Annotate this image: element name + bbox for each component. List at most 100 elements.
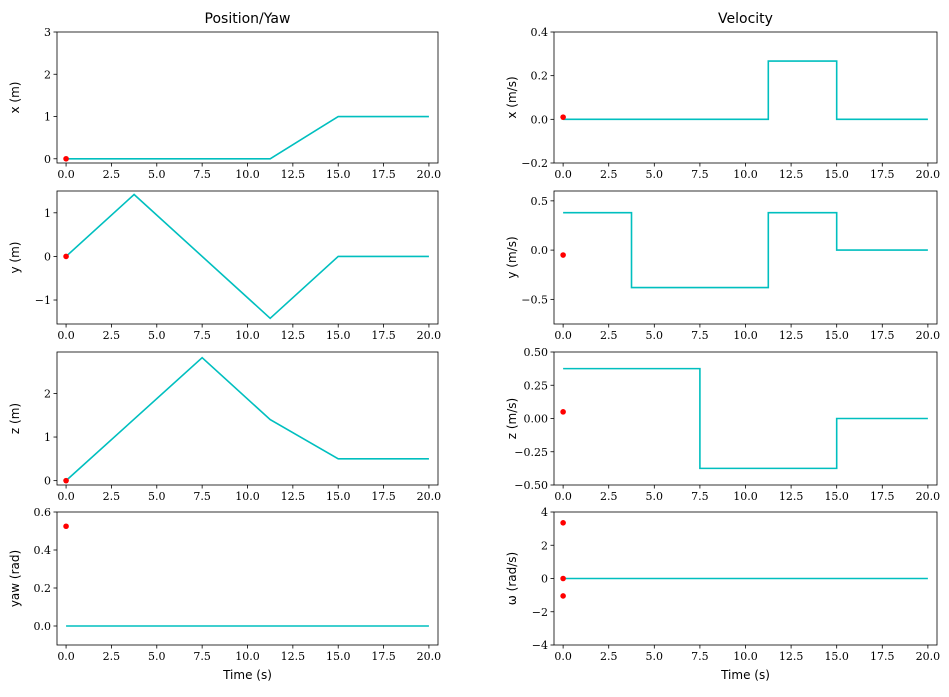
y-tick-label: 0	[44, 250, 51, 263]
marker-point	[560, 409, 566, 415]
x-tick-label: 15.0	[824, 329, 849, 342]
y-axis-label: yaw (rad)	[8, 550, 22, 607]
y-tick-label: −2	[532, 606, 548, 619]
y-tick-label: 0.0	[531, 113, 549, 126]
x-tick-label: 7.5	[193, 650, 211, 663]
y-tick-label: 0.4	[531, 26, 549, 39]
axes-frame	[56, 190, 439, 325]
x-tick-label: 20.0	[916, 329, 941, 342]
x-tick-label: 15.0	[326, 650, 351, 663]
x-tick-label: 0.0	[554, 329, 572, 342]
x-axis-label: Time (s)	[222, 668, 272, 682]
y-tick-label: −0.5	[521, 293, 548, 306]
chart-right-0: 0.0 2.5 5.0 7.5 10.0 12.5 15.0 17.5 20.0 −0.2 0.0 0…	[505, 11, 940, 181]
x-tick-label: 20.0	[417, 650, 442, 663]
y-tick-label: −4	[532, 639, 548, 652]
x-tick-label: 5.0	[646, 650, 664, 663]
x-tick-label: 20.0	[417, 168, 442, 181]
x-tick-label: 0.0	[554, 168, 572, 181]
x-tick-label: 12.5	[779, 329, 804, 342]
x-tick-label: 17.5	[870, 329, 895, 342]
x-tick-label: 12.5	[779, 490, 804, 503]
x-tick-label: 20.0	[417, 329, 442, 342]
chart-left-0: 0.0 2.5 5.0 7.5 10.0 12.5 15.0 17.5 20.0 0 1 2 3 Posi…	[8, 11, 441, 181]
x-tick-label: 7.5	[691, 490, 709, 503]
x-tick-label: 17.5	[371, 490, 396, 503]
chart-right-2: 0.0 2.5 5.0 7.5 10.0 12.5 15.0 17.5 20.0 −0.50 −0.…	[505, 346, 940, 503]
series-line-z	[65, 356, 429, 482]
y-tick-label: 1	[44, 207, 51, 220]
x-tick-label: 10.0	[235, 329, 260, 342]
x-tick-label: 15.0	[824, 168, 849, 181]
x-tick-label: 10.0	[733, 490, 758, 503]
y-axis-label: ω (rad/s)	[505, 552, 519, 605]
x-tick-label: 7.5	[691, 168, 709, 181]
y-tick-label: −1	[35, 294, 51, 307]
x-tick-label: 17.5	[371, 168, 396, 181]
axes-frame	[56, 31, 439, 164]
axes-frame	[56, 351, 439, 486]
series-line-vz	[563, 367, 928, 470]
y-axis-label: z (m)	[8, 403, 22, 434]
x-tick-label: 7.5	[193, 329, 211, 342]
y-axis-label: x (m/s)	[505, 76, 519, 118]
x-tick-label: 5.0	[646, 329, 664, 342]
series-line-y	[65, 193, 429, 320]
x-tick-label: 12.5	[281, 650, 306, 663]
y-tick-label: 0.50	[524, 346, 549, 359]
x-tick-label: 7.5	[193, 490, 211, 503]
x-tick-label: 12.5	[779, 168, 804, 181]
x-tick-label: 5.0	[148, 168, 166, 181]
marker-point	[63, 155, 69, 162]
y-axis-label: y (m/s)	[505, 236, 519, 278]
x-tick-label: 5.0	[646, 490, 664, 503]
x-tick-label: 2.5	[600, 168, 618, 181]
marker-point	[63, 523, 69, 530]
y-tick-label: 1	[44, 111, 51, 124]
y-tick-label: 0.0	[34, 620, 52, 633]
x-tick-label: 2.5	[103, 650, 121, 663]
x-tick-label: 20.0	[916, 490, 941, 503]
y-tick-label: −0.50	[514, 479, 548, 492]
x-tick-label: 2.5	[600, 329, 618, 342]
x-tick-label: 12.5	[281, 168, 306, 181]
chart-left-3: 0.0 2.5 5.0 7.5 10.0 12.5 15.0 17.5 20.0 0.0 0.2 0.…	[8, 506, 441, 682]
y-axis-label: z (m/s)	[505, 398, 519, 439]
axes-frame	[553, 190, 938, 325]
x-tick-label: 0.0	[57, 490, 75, 503]
y-tick-label: 0.00	[524, 413, 549, 426]
x-tick-label: 7.5	[691, 329, 709, 342]
x-tick-label: 5.0	[148, 329, 166, 342]
y-tick-label: 0	[44, 153, 51, 166]
x-tick-label: 10.0	[733, 650, 758, 663]
y-tick-label: 0.5	[531, 195, 549, 208]
x-tick-label: 17.5	[870, 168, 895, 181]
x-tick-label: 10.0	[733, 168, 758, 181]
y-tick-label: 2	[44, 68, 51, 81]
y-tick-label: −0.25	[514, 446, 548, 459]
chart-title: Velocity	[718, 11, 773, 27]
axes-frame	[553, 31, 938, 164]
x-tick-label: 15.0	[326, 168, 351, 181]
x-tick-label: 2.5	[103, 168, 121, 181]
x-tick-label: 10.0	[235, 490, 260, 503]
x-tick-label: 15.0	[824, 490, 849, 503]
x-tick-label: 17.5	[371, 329, 396, 342]
marker-point	[63, 477, 69, 484]
x-tick-label: 2.5	[600, 650, 618, 663]
x-tick-label: 12.5	[281, 490, 306, 503]
x-tick-label: 15.0	[326, 329, 351, 342]
x-tick-label: 12.5	[779, 650, 804, 663]
x-tick-label: 2.5	[103, 329, 121, 342]
y-tick-label: 0.2	[34, 582, 52, 595]
x-tick-label: 20.0	[916, 168, 941, 181]
marker-point	[560, 114, 566, 120]
x-tick-label: 7.5	[691, 650, 709, 663]
marker-point	[560, 575, 566, 582]
x-tick-label: 15.0	[824, 650, 849, 663]
x-tick-label: 2.5	[600, 490, 618, 503]
y-tick-label: 1	[44, 431, 51, 444]
marker-point	[560, 593, 566, 599]
chart-right-3: 0.0 2.5 5.0 7.5 10.0 12.5 15.0 17.5 20.0 −4 −2 0 2 4 ω…	[505, 506, 940, 682]
